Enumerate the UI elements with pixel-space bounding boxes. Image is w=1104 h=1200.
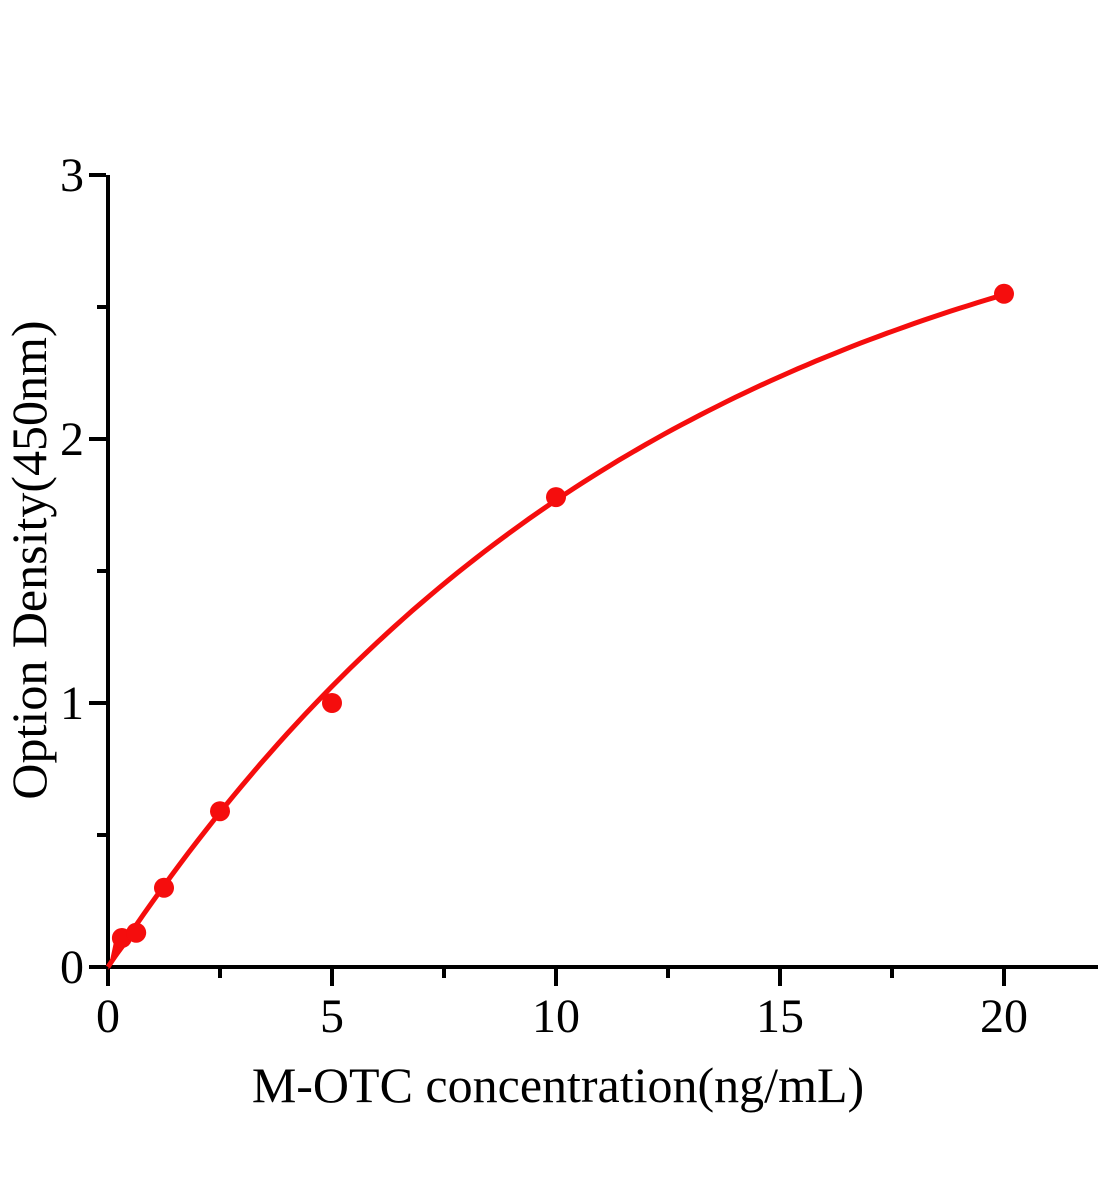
- x-tick-label: 20: [980, 990, 1028, 1043]
- y-axis: 0 1 2 3: [60, 149, 110, 994]
- y-tick-label: 1: [60, 677, 84, 730]
- data-point: [994, 283, 1014, 304]
- y-axis-title: Option Density(450nm): [1, 320, 57, 799]
- y-tick-label: 0: [60, 941, 84, 994]
- x-axis-tick-labels: 0 5 10 15 20: [96, 990, 1028, 1043]
- x-tick-label: 15: [756, 990, 804, 1043]
- data-point: [154, 877, 174, 898]
- y-tick-label: 3: [60, 149, 84, 202]
- data-point: [322, 693, 342, 713]
- y-axis-tick-labels: 0 1 2 3: [60, 149, 84, 994]
- y-tick-label: 2: [60, 413, 84, 466]
- x-axis-ticks: [106, 969, 1006, 986]
- data-points: [111, 283, 1014, 948]
- x-tick-label: 10: [532, 990, 580, 1043]
- data-point: [546, 487, 566, 508]
- x-axis-title: M-OTC concentration(ng/mL): [252, 1057, 864, 1113]
- y-axis-ticks: [89, 173, 106, 969]
- x-tick-label: 5: [320, 990, 344, 1043]
- x-tick-label: 0: [96, 990, 120, 1043]
- x-axis: 0 5 10 15 20: [96, 965, 1098, 1043]
- fit-curve-line: [105, 292, 1005, 969]
- plot-content: [105, 283, 1014, 970]
- data-point: [126, 922, 147, 943]
- data-point: [210, 801, 230, 822]
